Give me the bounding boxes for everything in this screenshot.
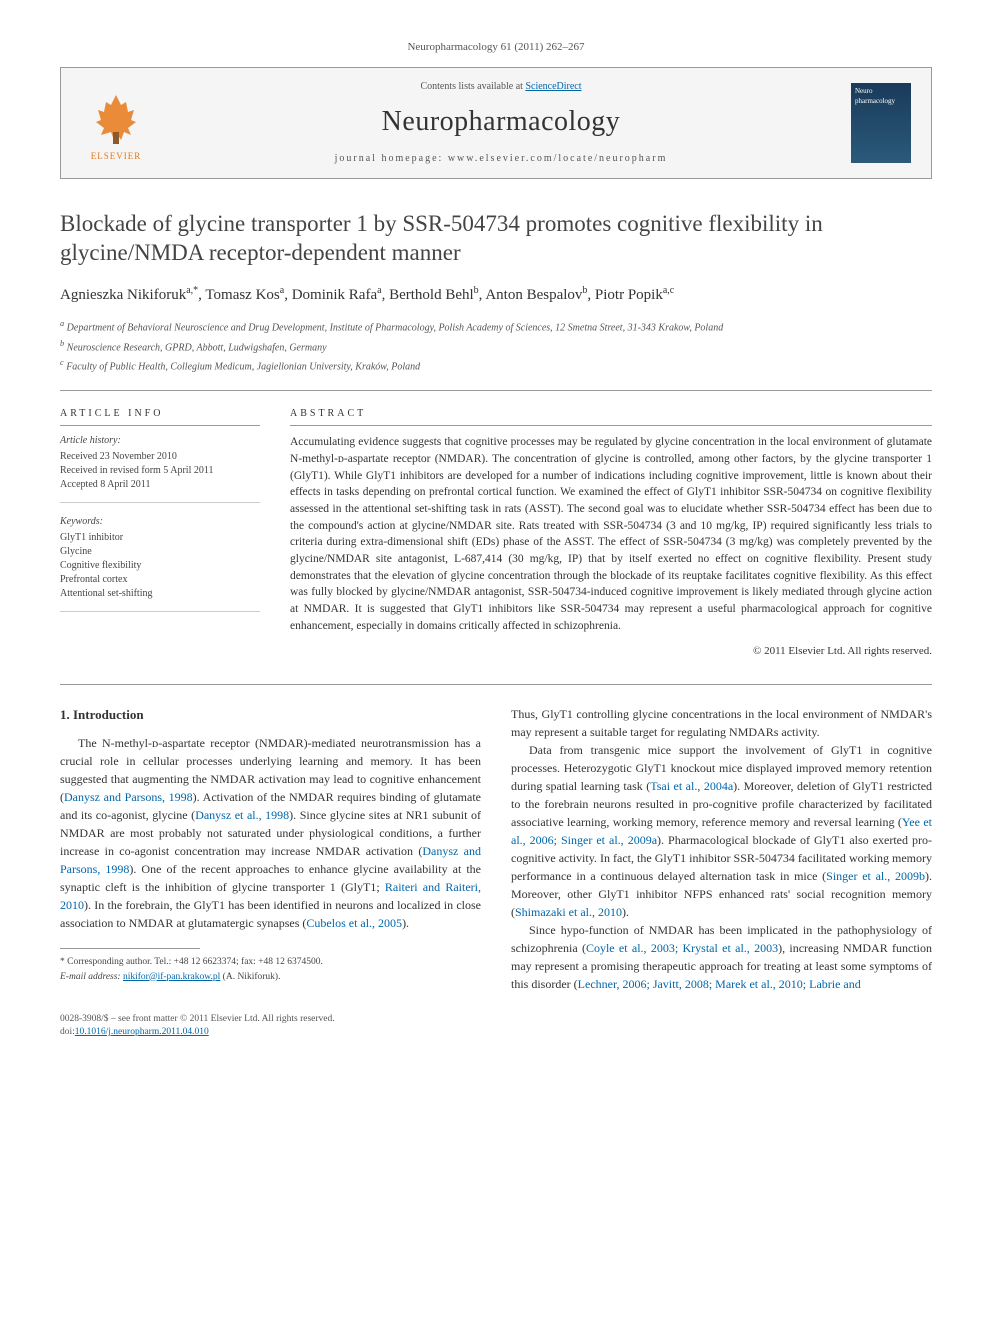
contents-available: Contents lists available at ScienceDirec… <box>151 80 851 94</box>
abstract-label: ABSTRACT <box>290 407 932 426</box>
publisher-logo: ELSEVIER <box>81 83 151 163</box>
citation-link[interactable]: Cubelos et al., 2005 <box>306 916 402 930</box>
keyword: Glycine <box>60 545 260 559</box>
journal-reference: Neuropharmacology 61 (2011) 262–267 <box>60 40 932 55</box>
citation-link[interactable]: Danysz and Parsons, 1998 <box>64 790 193 804</box>
corresponding-info: * Corresponding author. Tel.: +48 12 662… <box>60 955 481 969</box>
citation-link[interactable]: Coyle et al., 2003; Krystal et al., 2003 <box>586 941 778 955</box>
article-info-column: ARTICLE INFO Article history: Received 2… <box>60 407 260 659</box>
section-heading: 1. Introduction <box>60 705 481 725</box>
divider <box>60 390 932 391</box>
article-title: Blockade of glycine transporter 1 by SSR… <box>60 209 932 269</box>
keyword: Prefrontal cortex <box>60 573 260 587</box>
sciencedirect-link[interactable]: ScienceDirect <box>525 81 581 92</box>
keyword: Attentional set-shifting <box>60 587 260 601</box>
citation-link[interactable]: Singer et al., 2009b <box>826 869 925 883</box>
abstract-column: ABSTRACT Accumulating evidence suggests … <box>290 407 932 659</box>
citation-link[interactable]: Lechner, 2006; Javitt, 2008; Marek et al… <box>578 977 861 991</box>
abstract-text: Accumulating evidence suggests that cogn… <box>290 434 932 634</box>
doi-link[interactable]: 10.1016/j.neuropharm.2011.04.010 <box>75 1027 209 1037</box>
journal-title: Neuropharmacology <box>151 102 851 141</box>
history-title: Article history: <box>60 434 260 448</box>
copyright-notice: © 2011 Elsevier Ltd. All rights reserved… <box>290 644 932 659</box>
body-paragraph: Since hypo-function of NMDAR has been im… <box>511 921 932 993</box>
citation-link[interactable]: Tsai et al., 2004a <box>650 779 733 793</box>
body-paragraph: Thus, GlyT1 controlling glycine concentr… <box>511 705 932 741</box>
journal-cover-thumbnail: Neuro pharmacology <box>851 83 911 163</box>
author-list: Agnieszka Nikiforuka,*, Tomasz Kosa, Dom… <box>60 284 932 306</box>
keyword: GlyT1 inhibitor <box>60 531 260 545</box>
right-column: Thus, GlyT1 controlling glycine concentr… <box>511 705 932 993</box>
corresponding-author-footnote: * Corresponding author. Tel.: +48 12 662… <box>60 955 481 984</box>
body-paragraph: Data from transgenic mice support the in… <box>511 741 932 921</box>
keyword: Cognitive flexibility <box>60 559 260 573</box>
body-paragraph: The N-methyl-ᴅ-aspartate receptor (NMDAR… <box>60 734 481 932</box>
divider <box>60 684 932 685</box>
affiliation: b Neuroscience Research, GPRD, Abbott, L… <box>60 338 932 355</box>
revised-date: Received in revised form 5 April 2011 <box>60 464 260 478</box>
affiliation: c Faculty of Public Health, Collegium Me… <box>60 357 932 374</box>
email-label: E-mail address: <box>60 972 123 982</box>
author: Agnieszka Nikiforuka,* <box>60 287 198 303</box>
article-info-label: ARTICLE INFO <box>60 407 260 426</box>
journal-header: ELSEVIER Contents lists available at Sci… <box>60 67 932 178</box>
affiliations: a Department of Behavioral Neuroscience … <box>60 318 932 374</box>
author: Piotr Popika,c <box>595 287 674 303</box>
keywords-block: Keywords: GlyT1 inhibitor Glycine Cognit… <box>60 515 260 612</box>
homepage-url: www.elsevier.com/locate/neuropharm <box>448 153 668 164</box>
received-date: Received 23 November 2010 <box>60 450 260 464</box>
homepage-prefix: journal homepage: <box>335 153 448 164</box>
email-link[interactable]: nikifor@if-pan.krakow.pl <box>123 972 220 982</box>
author: Tomasz Kosa <box>205 287 284 303</box>
page-footer: 0028-3908/$ – see front matter © 2011 El… <box>60 1013 932 1040</box>
cover-title: Neuro pharmacology <box>851 83 911 111</box>
author: Dominik Rafaa <box>292 287 382 303</box>
email-name: (A. Nikiforuk). <box>220 972 280 982</box>
citation-link[interactable]: Danysz et al., 1998 <box>195 808 289 822</box>
left-column: 1. Introduction The N-methyl-ᴅ-aspartate… <box>60 705 481 993</box>
issn-line: 0028-3908/$ – see front matter © 2011 El… <box>60 1013 932 1026</box>
affiliation: a Department of Behavioral Neuroscience … <box>60 318 932 335</box>
article-history: Article history: Received 23 November 20… <box>60 434 260 503</box>
body-columns: 1. Introduction The N-methyl-ᴅ-aspartate… <box>60 705 932 993</box>
publisher-name: ELSEVIER <box>91 150 142 163</box>
footnote-divider <box>60 948 200 949</box>
author: Berthold Behlb <box>389 287 479 303</box>
journal-homepage: journal homepage: www.elsevier.com/locat… <box>151 152 851 166</box>
citation-link[interactable]: Shimazaki et al., 2010 <box>515 905 622 919</box>
elsevier-tree-icon <box>86 90 146 150</box>
accepted-date: Accepted 8 April 2011 <box>60 478 260 492</box>
keywords-title: Keywords: <box>60 515 260 529</box>
doi-label: doi: <box>60 1027 75 1037</box>
contents-prefix: Contents lists available at <box>420 81 525 92</box>
author: Anton Bespalovb <box>485 287 587 303</box>
